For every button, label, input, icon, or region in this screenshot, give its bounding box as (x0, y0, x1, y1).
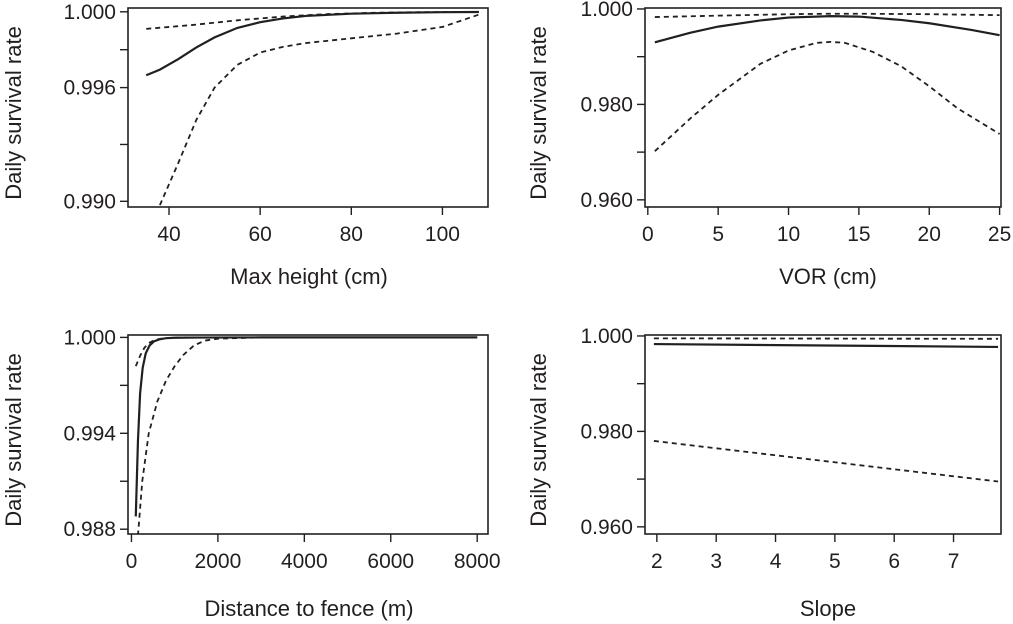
panel-1-x-axis-title: Max height (cm) (230, 264, 388, 289)
panel-3-lower-ci-line (137, 336, 478, 534)
x-tick-label: 5 (712, 223, 724, 246)
y-tick-label: 0.980 (580, 420, 633, 443)
x-tick-label: 10 (777, 223, 800, 246)
panel-4-x-axis-title: Slope (800, 596, 856, 621)
x-tick-label: 80 (340, 223, 363, 246)
x-tick-label: 0 (126, 550, 138, 573)
y-tick-label: 0.990 (63, 190, 116, 213)
x-tick-label: 3 (710, 550, 722, 573)
panel-3-y-axis-title: Daily survival rate (1, 353, 26, 527)
panel-distance-to-fence: Daily survival rate Distance to fence (m… (1, 326, 501, 621)
x-tick-label: 2 (651, 550, 663, 573)
y-tick-label: 1.000 (63, 1, 116, 24)
x-tick-label: 6000 (367, 550, 414, 573)
x-tick-label: 20 (918, 223, 941, 246)
y-tick-label: 1.000 (580, 0, 633, 21)
x-tick-label: 100 (425, 223, 460, 246)
y-tick-label: 0.996 (63, 77, 116, 100)
x-tick-label: 5 (829, 550, 841, 573)
panel-2-x-axis-title: VOR (cm) (779, 264, 877, 289)
panel-4-y-axis-title: Daily survival rate (526, 353, 551, 527)
y-tick-label: 1.000 (580, 325, 633, 348)
panel-1-estimate-line (145, 10, 479, 77)
panel-2-estimate-line (654, 15, 1000, 44)
panel-3-frame (127, 334, 489, 535)
y-tick-label: 0.960 (580, 516, 633, 539)
panel-2-upper-ci-line (654, 12, 1000, 18)
panel-4-lower-ci-line (653, 440, 999, 483)
y-tick-label: 0.960 (580, 189, 633, 212)
panel-2-y-axis-title: Daily survival rate (526, 26, 551, 200)
panel-vor: Daily survival rate VOR (cm) 0 5 10 15 20 25 0… (526, 0, 1011, 289)
y-tick-label: 1.000 (63, 326, 116, 349)
panel-1-lower-ci-line (159, 13, 480, 206)
x-tick-label: 4000 (281, 550, 328, 573)
panel-3-x-axis-title: Distance to fence (m) (204, 596, 413, 621)
x-tick-label: 7 (948, 550, 960, 573)
panel-2-frame (644, 7, 1002, 208)
x-tick-label: 2000 (195, 550, 242, 573)
x-tick-label: 40 (157, 223, 180, 246)
y-tick-label: 0.988 (63, 518, 116, 541)
x-tick-label: 60 (248, 223, 271, 246)
x-tick-label: 6 (888, 550, 900, 573)
panel-4-frame (644, 334, 1002, 535)
y-tick-label: 0.980 (580, 93, 633, 116)
panel-1-y-axis-title: Daily survival rate (1, 26, 26, 200)
x-tick-label: 0 (642, 223, 654, 246)
x-tick-label: 25 (988, 223, 1011, 246)
x-tick-label: 8000 (454, 550, 501, 573)
panel-slope: Daily survival rate Slope 2 3 4 5 6 7 0.960 0.9… (526, 325, 1002, 621)
x-tick-label: 4 (770, 550, 782, 573)
x-tick-label: 15 (847, 223, 870, 246)
panel-2-lower-ci-line (654, 40, 1001, 152)
panel-max-height: Daily survival rate Max height (cm) 40 60… (1, 1, 489, 289)
panel-1-frame (127, 7, 489, 208)
y-tick-label: 0.994 (63, 422, 116, 445)
panel-4-estimate-line (653, 342, 999, 349)
